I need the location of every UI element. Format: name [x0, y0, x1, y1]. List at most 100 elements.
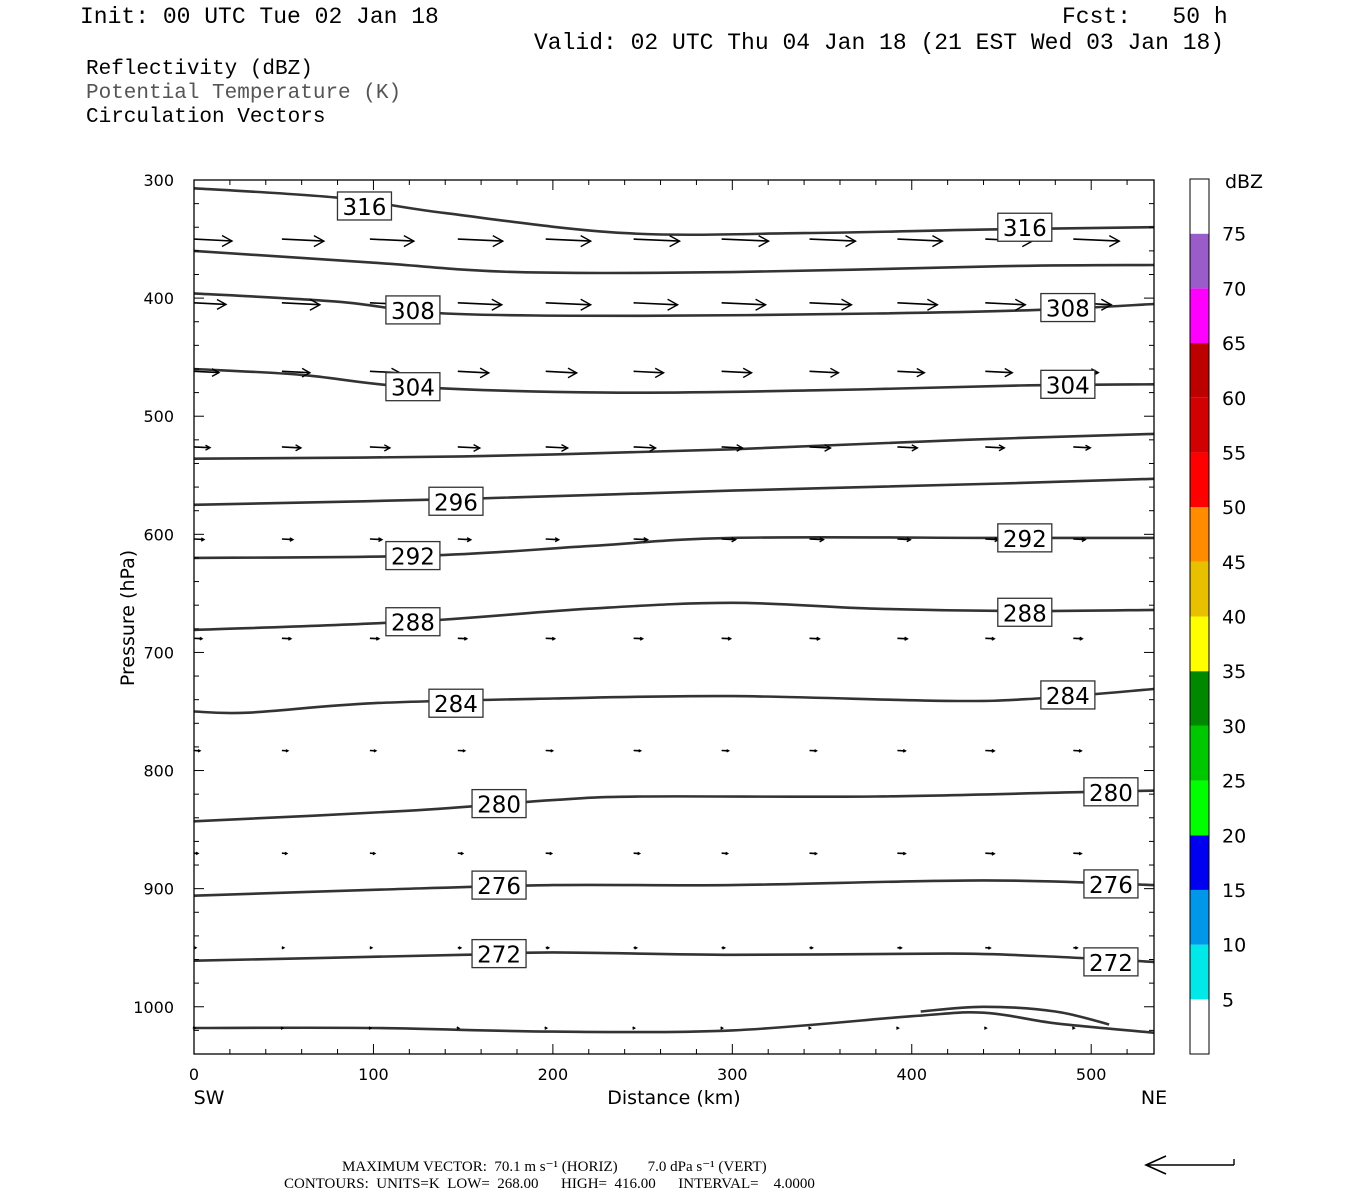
vector-arrowhead [368, 1026, 373, 1030]
circulation-vector [721, 302, 766, 306]
vector-arrowhead [372, 851, 377, 856]
circulation-vector [633, 446, 656, 449]
circulation-vector [809, 238, 856, 242]
vector-arrowhead [200, 537, 206, 542]
x-tick-label: 400 [896, 1065, 927, 1084]
contour-label-box [336, 191, 393, 221]
colorbar-level-label: 25 [1222, 771, 1246, 793]
contour-label-box [385, 295, 441, 325]
y-tick-label: 600 [143, 525, 174, 544]
contour-label-box [1083, 777, 1139, 807]
x-tick-label: 300 [717, 1065, 748, 1084]
vector-arrowhead [1108, 234, 1121, 248]
vector-arrowhead [991, 851, 996, 856]
colorbar-title: dBZ [1225, 171, 1263, 193]
circulation-vector [281, 370, 310, 374]
colorbar-swatch [1190, 616, 1209, 672]
y-tick-label: 400 [143, 289, 174, 308]
footer-contours: CONTOURS: UNITS=K LOW= 268.00 HIGH= 416.… [284, 1176, 815, 1192]
contour-line-268 [920, 1005, 1110, 1026]
circulation-vector [457, 538, 471, 541]
vector-arrowhead [669, 234, 682, 248]
circulation-vector [985, 538, 999, 541]
vector-arrowhead [758, 234, 771, 248]
circulation-vector [633, 370, 664, 374]
contour-label-box [428, 486, 484, 516]
circulation-vector [369, 446, 390, 449]
vector-arrowhead [288, 636, 293, 641]
circulation-vector [281, 302, 320, 306]
vector-arrowhead [896, 1026, 900, 1030]
contour-label: 288 [1003, 601, 1047, 627]
vector-arrowhead [460, 851, 465, 856]
contour-label-box [385, 372, 441, 402]
vector-arrowhead [916, 367, 926, 378]
vector-arrowhead [403, 234, 416, 248]
vector-arrowhead [830, 367, 840, 378]
vector-arrowhead [546, 946, 551, 950]
circulation-vector [369, 538, 382, 541]
vector-arrowhead [722, 946, 727, 950]
y-tick-label: 700 [143, 643, 174, 662]
colorbar-swatch [1190, 288, 1209, 344]
vector-arrowhead [1014, 298, 1027, 311]
circulation-vector [281, 446, 301, 449]
footer-maximum-vector: MAXIMUM VECTOR: 70.1 m s⁻¹ (HORIZ) 7.0 d… [342, 1159, 767, 1175]
colorbar-swatch [1190, 233, 1209, 289]
contour-label-box [1040, 292, 1096, 323]
vector-arrowhead [1085, 444, 1092, 452]
contour-line-272 [193, 951, 1155, 964]
circulation-vector [897, 446, 918, 449]
contour-line-268 [193, 1011, 1155, 1034]
x-end-label-ne: NE [1141, 1087, 1167, 1109]
circulation-vector [1073, 538, 1086, 541]
vector-arrowhead [667, 298, 680, 311]
contour-label: 292 [1003, 527, 1047, 553]
vector-arrowhead [492, 234, 505, 248]
vector-arrowhead [1079, 636, 1084, 641]
vector-arrowhead [824, 444, 832, 452]
circulation-vector [809, 538, 824, 541]
vector-arrowhead [561, 443, 570, 453]
vector-arrowhead [654, 367, 666, 379]
x-tick-label: 500 [1076, 1065, 1107, 1084]
vector-layer [192, 234, 1121, 1030]
circulation-vector [897, 538, 911, 541]
colorbar-level-label: 35 [1222, 661, 1246, 683]
vector-arrowhead [904, 636, 909, 641]
reference-vector-head [1144, 1155, 1167, 1175]
colorbar-swatch [1190, 452, 1209, 508]
contour-label: 284 [1046, 684, 1090, 710]
vector-arrowhead [383, 444, 392, 452]
circulation-vector [897, 302, 938, 306]
vector-arrowhead [810, 946, 814, 950]
vector-arrowhead [814, 749, 818, 753]
vector-arrowhead [284, 851, 289, 856]
vector-arrowhead [309, 298, 322, 311]
vector-arrowhead [1074, 946, 1079, 950]
vector-arrowhead [845, 234, 857, 248]
contour-label-box [1040, 369, 1096, 399]
contour-label-box [428, 688, 484, 718]
contour-label-box [1083, 869, 1139, 899]
vector-arrowhead [720, 1026, 725, 1030]
vector-arrowhead [554, 537, 561, 543]
vector-arrowhead [285, 749, 290, 753]
contour-label-box [997, 212, 1053, 242]
colorbar-swatch [1190, 561, 1209, 617]
contour-label: 292 [391, 545, 435, 571]
vector-arrowhead [550, 749, 555, 753]
vector-arrowhead [632, 1026, 637, 1030]
colorbar-swatch [1190, 343, 1209, 398]
vector-arrowhead [193, 946, 198, 950]
circulation-vector [281, 238, 324, 242]
contour-label: 308 [391, 299, 435, 325]
circulation-vector [1073, 238, 1120, 242]
contour-label-box [997, 597, 1053, 627]
vector-arrowhead [742, 367, 754, 379]
x-tick-label: 100 [358, 1065, 389, 1084]
circulation-vector [633, 538, 648, 541]
legend-reflectivity: Reflectivity (dBZ) [86, 58, 313, 81]
vector-arrowhead [197, 749, 202, 753]
circulation-vector [721, 370, 752, 374]
